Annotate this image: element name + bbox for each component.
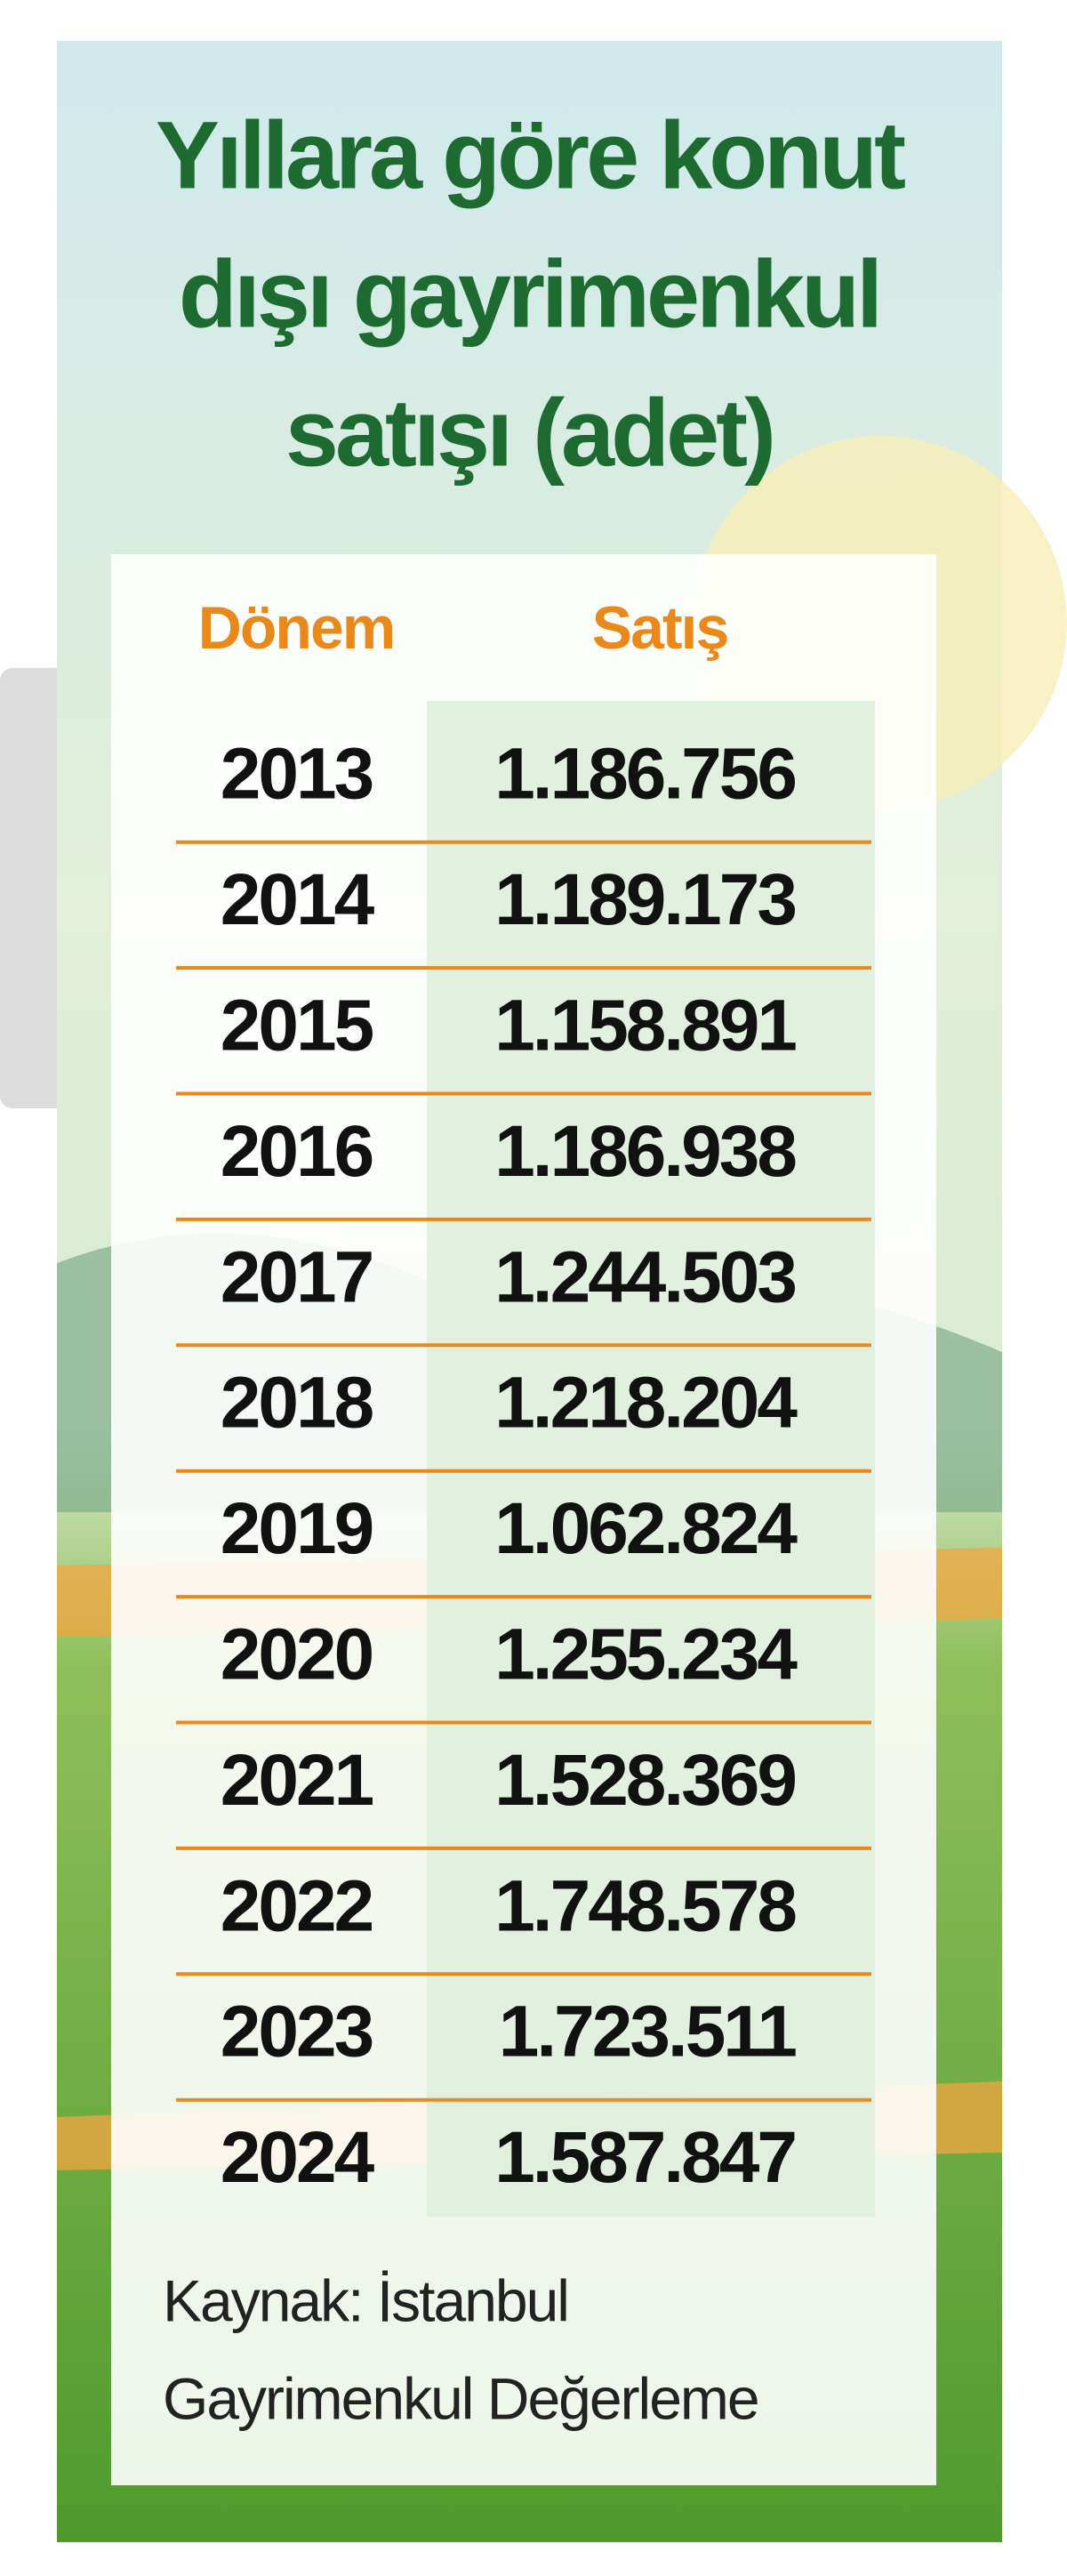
year-cell: 2016 <box>221 1111 373 1192</box>
sales-cell: 1.186.938 <box>494 1111 796 1192</box>
source-line: Gayrimenkul Değerleme <box>163 2365 758 2431</box>
sales-cell: 1.062.824 <box>494 1488 798 1569</box>
title-line: Yıllara göre konut <box>156 101 905 209</box>
column-header: Satış <box>592 594 728 662</box>
sales-cell: 1.186.756 <box>494 734 795 815</box>
sales-cell: 1.218.204 <box>494 1363 798 1444</box>
year-cell: 2021 <box>221 1740 373 1821</box>
value-column-shade <box>427 701 875 2217</box>
year-cell: 2017 <box>221 1236 372 1317</box>
sales-cell: 1.748.578 <box>494 1865 796 1946</box>
year-cell: 2015 <box>221 985 373 1066</box>
year-cell: 2024 <box>221 2117 375 2198</box>
year-cell: 2020 <box>221 1614 373 1695</box>
sales-cell: 1.255.234 <box>494 1614 798 1695</box>
year-cell: 2018 <box>221 1363 373 1444</box>
sales-cell: 1.528.369 <box>494 1740 795 1821</box>
year-cell: 2022 <box>221 1865 373 1946</box>
sales-cell: 1.244.503 <box>494 1236 795 1317</box>
sales-cell: 1.158.891 <box>494 985 796 1066</box>
title-line: dışı gayrimenkul <box>179 240 879 348</box>
column-header: Dönem <box>198 594 394 662</box>
year-cell: 2013 <box>221 734 373 815</box>
year-cell: 2023 <box>221 1992 373 2073</box>
year-cell: 2019 <box>221 1488 373 1569</box>
sales-cell: 1.587.847 <box>494 2117 795 2198</box>
sales-cell: 1.723.511 <box>499 1992 797 2073</box>
sales-cell: 1.189.173 <box>494 859 795 940</box>
title-line: satışı (adet) <box>285 379 773 487</box>
content: Yıllara göre konut dışı gayrimenkul satışı… <box>156 101 909 2432</box>
year-cell: 2014 <box>221 859 375 940</box>
source-line: Kaynak: İstanbul <box>163 2267 568 2333</box>
